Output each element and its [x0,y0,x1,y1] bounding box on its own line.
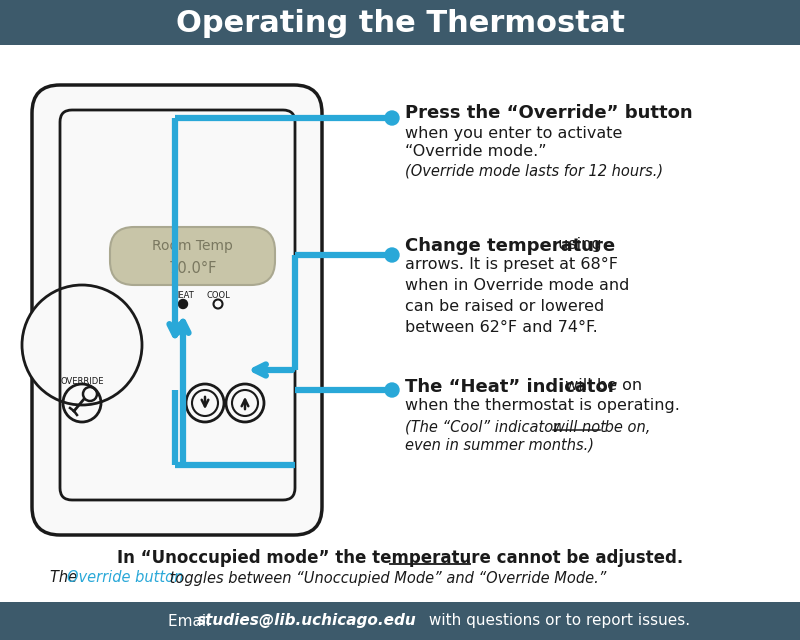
FancyBboxPatch shape [0,602,800,640]
Circle shape [385,111,399,125]
Text: (Override mode lasts for 12 hours.): (Override mode lasts for 12 hours.) [405,164,663,179]
Text: “Override mode.”: “Override mode.” [405,144,546,159]
Circle shape [22,285,142,405]
FancyBboxPatch shape [32,85,322,535]
Text: will be on: will be on [560,378,642,393]
Text: OVERRIDE: OVERRIDE [60,378,104,387]
Circle shape [385,383,399,397]
Text: arrows. It is preset at 68°F
when in Override mode and
can be raised or lowered
: arrows. It is preset at 68°F when in Ove… [405,257,630,335]
Circle shape [385,248,399,262]
Text: be on,: be on, [600,420,650,435]
Text: toggles between “Unoccupied Mode” and “Override Mode.”: toggles between “Unoccupied Mode” and “O… [165,570,606,586]
Text: (The “Cool” indicator: (The “Cool” indicator [405,420,564,435]
FancyBboxPatch shape [110,227,275,285]
Text: Email: Email [168,614,215,628]
Text: with questions or to report issues.: with questions or to report issues. [424,614,690,628]
Text: HEAT: HEAT [172,291,194,300]
Text: even in summer months.): even in summer months.) [405,438,594,453]
FancyBboxPatch shape [0,45,800,602]
Text: Override button: Override button [67,570,183,586]
FancyBboxPatch shape [0,0,800,45]
Circle shape [178,300,187,308]
Text: Room Temp: Room Temp [152,239,233,253]
Text: The: The [50,570,82,586]
Text: using: using [553,237,602,252]
Text: studies@lib.uchicago.edu: studies@lib.uchicago.edu [197,614,417,628]
Text: In “Unoccupied mode” the temperature cannot be adjusted.: In “Unoccupied mode” the temperature can… [117,549,683,567]
Text: when you enter to activate: when you enter to activate [405,126,622,141]
Text: 70.0°F: 70.0°F [168,261,217,276]
Text: The “Heat” indicator: The “Heat” indicator [405,378,617,396]
Text: when the thermostat is operating.: when the thermostat is operating. [405,398,680,413]
Text: will not: will not [553,420,606,435]
Text: Press the “Override” button: Press the “Override” button [405,104,693,122]
Text: Change temperature: Change temperature [405,237,615,255]
Text: COOL: COOL [206,291,230,300]
Text: Operating the Thermostat: Operating the Thermostat [175,8,625,38]
